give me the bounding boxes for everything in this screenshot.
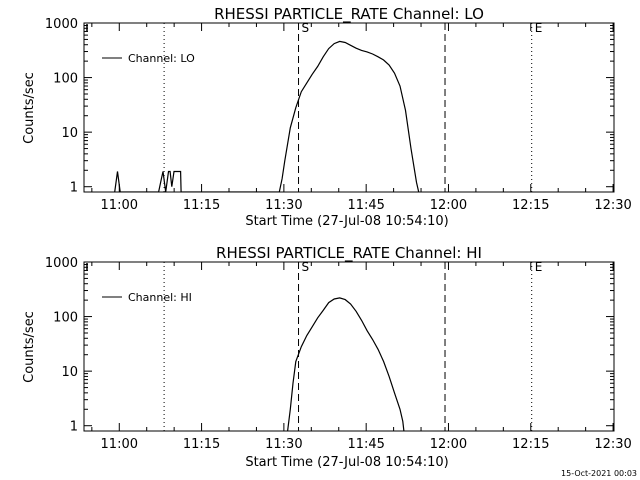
panel-lo-ytick-label: 1000 (45, 17, 78, 32)
panel-hi-marker-label: S (302, 260, 310, 274)
panel-lo-xtick-label: 12:30 (594, 198, 631, 213)
panel-lo-marker-label: S (302, 21, 310, 35)
footer-timestamp: 15-Oct-2021 00:03 (561, 469, 637, 478)
panel-hi-xlabel: Start Time (27-Jul-08 10:54:10) (245, 455, 448, 470)
panel-lo-ytick-label: 1 (70, 181, 78, 196)
panel-lo-xtick-label: 11:30 (265, 198, 302, 213)
panel-hi-xtick-label: 12:15 (512, 437, 549, 452)
panel-lo-marker-label: E (535, 21, 543, 35)
panel-hi-ytick-label: 1000 (45, 256, 78, 271)
panel-lo-xlabel: Start Time (27-Jul-08 10:54:10) (245, 214, 448, 229)
panel-hi: RHESSI PARTICLE_RATE Channel: HI Counts/… (22, 244, 632, 470)
panel-lo-ytick-label: 100 (53, 72, 78, 87)
panel-hi-legend-label: Channel: HI (128, 291, 192, 304)
panel-lo-title: RHESSI PARTICLE_RATE Channel: LO (214, 5, 484, 24)
panel-lo-xtick-label: 11:15 (183, 198, 220, 213)
panel-hi-ylabel: Counts/sec (22, 311, 37, 383)
panel-hi-xtick-label: 11:30 (265, 437, 302, 452)
panel-lo-xtick-label: 12:15 (512, 198, 549, 213)
panel-lo: RHESSI PARTICLE_RATE Channel: LO Counts/… (22, 5, 632, 229)
panel-hi-plot-area: 1 10 100 1000 11:00 11:15 11:30 11:45 12:00 12:15… (45, 256, 632, 452)
panel-hi-ytick-label: 100 (53, 311, 78, 326)
panel-hi-xtick-label: 11:45 (347, 437, 384, 452)
panel-hi-ytick-label: 1 (70, 420, 78, 435)
panel-lo-xtick-label: 11:00 (101, 198, 138, 213)
panel-lo-series-line (114, 40, 420, 192)
panel-lo-plot-area: 1 10 100 1000 11:00 11:15 11:30 11:45 12:00 12:15… (45, 17, 632, 213)
panel-lo-xtick-label: 12:00 (430, 198, 467, 213)
panel-hi-xtick-label: 12:00 (430, 437, 467, 452)
panel-hi-xtick-label: 11:15 (183, 437, 220, 452)
panel-lo-legend-label: Channel: LO (128, 52, 195, 65)
panel-lo-xtick-label: 11:45 (347, 198, 384, 213)
panel-hi-marker-label: E (535, 260, 543, 274)
panel-hi-xtick-label: 11:00 (101, 437, 138, 452)
panel-lo-ylabel: Counts/sec (22, 72, 37, 144)
panel-hi-title: RHESSI PARTICLE_RATE Channel: HI (216, 244, 482, 263)
panel-lo-ytick-label: 10 (61, 126, 78, 141)
panel-hi-xtick-label: 12:30 (594, 437, 631, 452)
panel-hi-series-line (287, 297, 405, 431)
panel-hi-ytick-label: 10 (61, 365, 78, 380)
